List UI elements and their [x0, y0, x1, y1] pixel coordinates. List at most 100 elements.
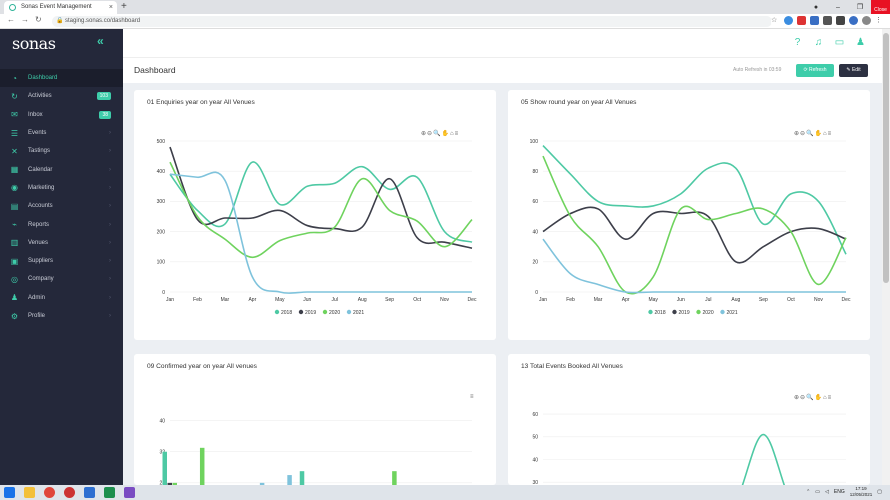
excel-icon[interactable]: [104, 487, 115, 498]
volume-icon[interactable]: ◁: [825, 489, 829, 495]
legend-label[interactable]: 2018: [655, 310, 666, 316]
series-line-2019[interactable]: [169, 146, 473, 249]
calendar-icon: ▦: [10, 165, 19, 175]
sidebar-item-inbox[interactable]: ✉ Inbox 38: [0, 106, 123, 124]
refresh-button[interactable]: ⟳ Refresh: [796, 64, 834, 77]
legend-marker: [720, 309, 725, 315]
series-line-2018[interactable]: [542, 144, 847, 255]
series-line-2018[interactable]: [169, 161, 473, 243]
bar-2020[interactable]: [392, 471, 397, 485]
confirmed-chart: 24 32 40: [159, 418, 472, 485]
network-icon[interactable]: ▭: [815, 489, 821, 495]
window-close-button[interactable]: Close: [871, 0, 890, 16]
app-logo[interactable]: sonas: [12, 34, 56, 53]
x-tick-label: Jun: [677, 297, 685, 303]
notifications-icon[interactable]: ▢: [877, 489, 882, 495]
scrollbar-thumb[interactable]: [883, 33, 889, 283]
chart-toolbar[interactable]: ⊕⊖🔍✋⌂≡: [794, 395, 833, 401]
extension-blue-icon[interactable]: [810, 16, 819, 25]
sidebar-item-label: Reports: [28, 221, 50, 228]
y-tick-label: 300: [157, 199, 166, 205]
chrome-icon[interactable]: [44, 487, 55, 498]
file-explorer-icon[interactable]: [24, 487, 35, 498]
series-line-2021[interactable]: [169, 171, 472, 294]
sidebar-item-calendar[interactable]: ▦ Calendar ›: [0, 160, 123, 178]
outlook-icon[interactable]: [84, 487, 95, 498]
sidebar-item-venues[interactable]: ▥ Venues ›: [0, 234, 123, 252]
browser-address-row: ← → ↻ 🔒 staging.sonas.co/dashboard ☆ ⋮: [0, 14, 890, 29]
extension-skype-icon[interactable]: [784, 16, 793, 25]
chevron-right-icon: ›: [109, 148, 111, 155]
bar-2020[interactable]: [199, 447, 205, 485]
series-line-2019[interactable]: [542, 206, 847, 264]
sidebar-item-tastings[interactable]: ✕ Tastings ›: [0, 142, 123, 160]
notifications-bell-icon[interactable]: ♫: [814, 37, 823, 48]
top-bar: ? ♫ ▭ ♟: [123, 29, 890, 57]
sidebar-item-suppliers[interactable]: ▣ Suppliers ›: [0, 252, 123, 270]
x-tick-label: Nov: [814, 297, 823, 303]
chart-toolbar[interactable]: ⊕⊖🔍✋⌂≡: [794, 131, 833, 137]
minimize-icon[interactable]: –: [836, 3, 840, 11]
legend-label[interactable]: 2020: [329, 310, 340, 316]
extension-dark-icon[interactable]: [823, 16, 832, 25]
user-icon[interactable]: ♟: [856, 37, 865, 48]
sidebar-item-label: Company: [28, 276, 54, 283]
collapse-sidebar-icon[interactable]: «: [97, 34, 104, 48]
sidebar-item-label: Dashboard: [28, 75, 58, 82]
maximize-icon[interactable]: ❐: [856, 4, 864, 11]
extensions-puzzle-icon[interactable]: [836, 16, 845, 25]
edit-button[interactable]: ✎ Edit: [839, 64, 868, 77]
sidebar-item-events[interactable]: ☰ Events ›: [0, 124, 123, 142]
back-icon[interactable]: ←: [7, 15, 15, 24]
app-red-icon[interactable]: [64, 487, 75, 498]
sidebar-item-admin[interactable]: ♟ Admin ›: [0, 289, 123, 307]
extension-red-icon[interactable]: [797, 16, 806, 25]
sidebar-item-reports[interactable]: ⌁ Reports ›: [0, 215, 123, 233]
bar-2019[interactable]: [167, 482, 173, 485]
tab-close-icon[interactable]: ×: [108, 4, 113, 11]
legend-label[interactable]: 2021: [353, 310, 364, 316]
new-tab-button[interactable]: +: [121, 1, 127, 12]
bookmark-star-icon[interactable]: ☆: [771, 16, 780, 25]
chart-toolbar[interactable]: ⊕⊖🔍✋⌂≡: [421, 131, 460, 137]
help-icon[interactable]: ?: [794, 37, 801, 48]
language-indicator[interactable]: ENG: [833, 489, 845, 495]
sidebar-item-marketing[interactable]: ◉ Marketing ›: [0, 179, 123, 197]
chevron-right-icon: ›: [109, 221, 111, 228]
sidebar-item-profile[interactable]: ⚙ Profile ›: [0, 307, 123, 325]
clock[interactable]: 17:19 12/05/2021: [850, 486, 873, 498]
legend-label[interactable]: 2019: [679, 310, 690, 316]
bar-2018[interactable]: [162, 451, 168, 485]
bar-2020[interactable]: [172, 482, 178, 485]
extension-circle-icon[interactable]: [849, 16, 858, 25]
sidebar-item-accounts[interactable]: ▤ Accounts ›: [0, 197, 123, 215]
x-tick-label: Mar: [221, 297, 230, 303]
y-tick-label: 60: [532, 412, 538, 418]
teams-icon[interactable]: [124, 487, 135, 498]
legend-label[interactable]: 2021: [727, 310, 738, 316]
series-line-2020[interactable]: [169, 161, 473, 259]
legend-label[interactable]: 2019: [305, 310, 316, 316]
browser-tab[interactable]: Sonas Event Management ×: [4, 1, 117, 14]
forward-icon[interactable]: →: [21, 15, 29, 24]
sidebar-item-activities[interactable]: ↻ Activities 103: [0, 87, 123, 105]
legend-label[interactable]: 2018: [281, 310, 292, 316]
bar-2018[interactable]: [299, 471, 305, 485]
start-icon[interactable]: [4, 487, 15, 498]
address-bar[interactable]: 🔒 staging.sonas.co/dashboard: [52, 16, 772, 27]
tray-chevron-icon[interactable]: ⌃: [806, 489, 811, 495]
reload-icon[interactable]: ↻: [35, 15, 42, 24]
sidebar-item-company[interactable]: ◎ Company ›: [0, 270, 123, 288]
browser-profile-avatar[interactable]: [862, 16, 871, 25]
monitor-icon[interactable]: ▭: [834, 37, 845, 48]
sidebar-item-dashboard[interactable]: ◔ Dashboard: [0, 69, 123, 88]
bar-2021[interactable]: [287, 475, 292, 485]
series-line-2020[interactable]: [542, 155, 847, 295]
chart-menu-icon[interactable]: ≡: [470, 394, 475, 400]
series-line-2021[interactable]: [542, 238, 846, 294]
legend-label[interactable]: 2020: [703, 310, 714, 316]
bar-2021[interactable]: [259, 482, 265, 485]
browser-menu-icon[interactable]: ⋮: [875, 16, 884, 25]
profile-circle-icon[interactable]: ●: [813, 3, 819, 11]
page-scrollbar[interactable]: [882, 29, 890, 485]
